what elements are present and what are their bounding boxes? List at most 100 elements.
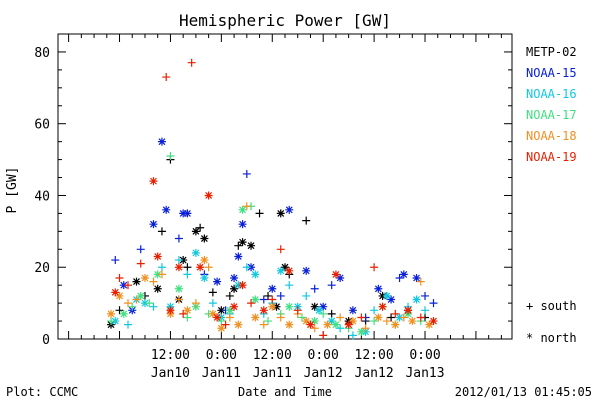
south-marker	[196, 223, 205, 232]
north-marker	[111, 317, 120, 326]
south-marker	[136, 259, 145, 268]
south-marker	[107, 317, 116, 326]
north-marker	[204, 191, 213, 200]
north-marker	[378, 291, 387, 300]
north-marker	[425, 320, 434, 329]
south-marker	[124, 281, 133, 290]
south-marker	[416, 277, 425, 286]
north-marker	[357, 327, 366, 336]
south-marker	[297, 313, 306, 322]
south-marker	[310, 324, 319, 333]
north-marker	[259, 306, 268, 315]
south-marker	[293, 306, 302, 315]
north-marker	[196, 263, 205, 272]
north-marker	[382, 291, 391, 300]
south-marker	[336, 324, 345, 333]
north-marker	[200, 256, 209, 265]
north-marker	[179, 256, 188, 265]
north-marker	[213, 313, 222, 322]
north-marker	[314, 306, 323, 315]
y-tick-label: 0	[42, 333, 50, 348]
south-marker	[348, 331, 357, 340]
north-marker	[179, 209, 188, 218]
north-marker	[238, 238, 247, 247]
x-tick-time-label: 12:00	[151, 348, 190, 363]
north-marker	[285, 302, 294, 311]
north-marker	[319, 302, 328, 311]
north-marker	[234, 281, 243, 290]
south-marker	[242, 263, 251, 272]
x-tick-time-label: 0:00	[308, 348, 339, 363]
south-marker	[242, 169, 251, 178]
south-marker	[259, 320, 268, 329]
south-marker	[204, 263, 213, 272]
south-marker	[157, 227, 166, 236]
south-marker	[370, 317, 379, 326]
marker-legend-north: * north	[526, 331, 577, 345]
south-marker	[157, 263, 166, 272]
south-marker	[319, 309, 328, 318]
south-marker	[276, 245, 285, 254]
south-marker	[187, 58, 196, 67]
north-marker	[174, 263, 183, 272]
north-marker	[162, 205, 171, 214]
south-marker	[370, 306, 379, 315]
north-marker	[395, 313, 404, 322]
north-marker	[310, 317, 319, 326]
north-marker	[217, 306, 226, 315]
north-marker	[331, 270, 340, 279]
north-marker	[378, 302, 387, 311]
north-marker	[281, 263, 289, 272]
south-marker	[225, 313, 234, 322]
x-axis-label: Date and Time	[238, 385, 332, 399]
south-marker	[361, 324, 370, 333]
north-marker	[238, 205, 247, 214]
south-marker	[421, 291, 430, 300]
north-marker	[183, 306, 192, 315]
south-marker	[179, 309, 188, 318]
north-marker	[247, 241, 256, 250]
north-marker	[136, 291, 145, 300]
north-marker	[268, 302, 277, 311]
legend-entry-noaa-15: NOAA-15	[526, 66, 577, 80]
north-marker	[251, 313, 260, 322]
series-noaa-19	[111, 58, 438, 340]
south-marker	[399, 313, 408, 322]
x-tick-date-label: Jan12	[355, 366, 394, 381]
south-marker	[191, 299, 200, 308]
north-marker	[302, 266, 311, 275]
north-marker	[166, 306, 175, 315]
south-marker	[208, 288, 217, 297]
south-marker	[247, 299, 256, 308]
south-marker	[327, 309, 336, 318]
south-marker	[124, 320, 133, 329]
north-marker	[247, 263, 256, 272]
north-marker	[115, 291, 124, 300]
south-marker	[174, 234, 183, 243]
north-marker	[408, 317, 417, 326]
chart-title: Hemispheric Power [GW]	[179, 11, 391, 30]
south-marker	[115, 306, 124, 315]
north-marker	[149, 220, 158, 229]
north-marker	[234, 320, 243, 329]
north-marker	[200, 234, 209, 243]
north-marker	[374, 313, 383, 322]
north-marker	[140, 274, 149, 282]
series-noaa-18	[107, 202, 434, 333]
south-marker	[357, 313, 366, 322]
north-marker	[174, 284, 183, 293]
north-marker	[323, 320, 332, 329]
north-marker	[153, 284, 162, 293]
south-marker	[183, 270, 192, 279]
north-marker	[306, 320, 315, 329]
north-marker	[348, 317, 357, 326]
south-marker	[416, 313, 425, 322]
north-marker	[119, 281, 128, 290]
x-tick-date-label: Jan12	[304, 366, 343, 381]
south-marker	[174, 256, 183, 265]
north-marker	[230, 274, 239, 282]
south-marker	[264, 317, 273, 326]
north-marker	[404, 306, 413, 315]
south-marker	[276, 291, 285, 300]
